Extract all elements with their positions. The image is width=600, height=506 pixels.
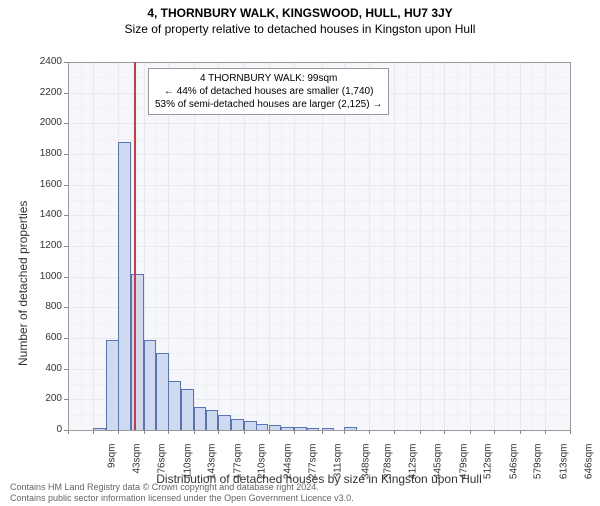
histogram-bar (281, 427, 294, 430)
gridline-h (68, 215, 570, 216)
histogram-bar (131, 274, 144, 430)
y-tick-label: 1600 (30, 179, 62, 190)
axis-line (68, 62, 570, 63)
chart-container: 4, THORNBURY WALK, KINGSWOOD, HULL, HU7 … (0, 6, 600, 506)
gridline-h (68, 246, 570, 247)
y-tick-label: 2200 (30, 87, 62, 98)
y-tick-label: 200 (30, 393, 62, 404)
y-tick-label: 2000 (30, 117, 62, 128)
histogram-bar (181, 389, 194, 430)
y-tick-label: 400 (30, 363, 62, 374)
y-tick-label: 1400 (30, 209, 62, 220)
histogram-bar (322, 428, 335, 430)
histogram-bar (269, 425, 282, 430)
histogram-bar (194, 407, 207, 430)
footer-line-2: Contains public sector information licen… (10, 493, 354, 504)
annotation-line-3: 53% of semi-detached houses are larger (… (155, 98, 382, 111)
annotation-line-2: ← 44% of detached houses are smaller (1,… (155, 85, 382, 98)
histogram-bar (231, 419, 244, 430)
histogram-bar (93, 428, 106, 430)
axis-line (68, 430, 570, 431)
y-tick-label: 800 (30, 301, 62, 312)
histogram-bar (218, 415, 231, 430)
gridline-h (68, 185, 570, 186)
histogram-bar (256, 424, 269, 430)
marker-line (134, 62, 136, 430)
histogram-bar (206, 410, 219, 430)
axis-line (68, 62, 69, 430)
x-tick (570, 430, 571, 434)
chart-area: 9sqm43sqm76sqm110sqm143sqm177sqm210sqm24… (68, 62, 570, 430)
histogram-bar (244, 421, 257, 430)
histogram-bar (106, 340, 119, 430)
x-tick-label: 646sqm (583, 444, 594, 484)
y-tick-label: 0 (30, 424, 62, 435)
y-axis-label: Number of detached properties (16, 201, 30, 366)
histogram-bar (144, 340, 157, 430)
y-tick-label: 1200 (30, 240, 62, 251)
histogram-bar (344, 427, 357, 430)
histogram-bar (168, 381, 181, 430)
chart-title: 4, THORNBURY WALK, KINGSWOOD, HULL, HU7 … (0, 6, 600, 20)
footer-attribution: Contains HM Land Registry data © Crown c… (10, 482, 354, 504)
annotation-box: 4 THORNBURY WALK: 99sqm← 44% of detached… (148, 68, 389, 115)
y-tick-label: 1000 (30, 271, 62, 282)
y-tick-label: 600 (30, 332, 62, 343)
histogram-bar (294, 427, 307, 430)
footer-line-1: Contains HM Land Registry data © Crown c… (10, 482, 354, 493)
y-tick-label: 1800 (30, 148, 62, 159)
gridline-h (68, 154, 570, 155)
histogram-bar (118, 142, 131, 430)
gridline-h (68, 123, 570, 124)
annotation-line-1: 4 THORNBURY WALK: 99sqm (155, 72, 382, 85)
histogram-bar (307, 428, 320, 430)
chart-subtitle: Size of property relative to detached ho… (0, 22, 600, 36)
histogram-bar (156, 353, 169, 430)
y-tick-label: 2400 (30, 56, 62, 67)
axis-line (570, 62, 571, 430)
